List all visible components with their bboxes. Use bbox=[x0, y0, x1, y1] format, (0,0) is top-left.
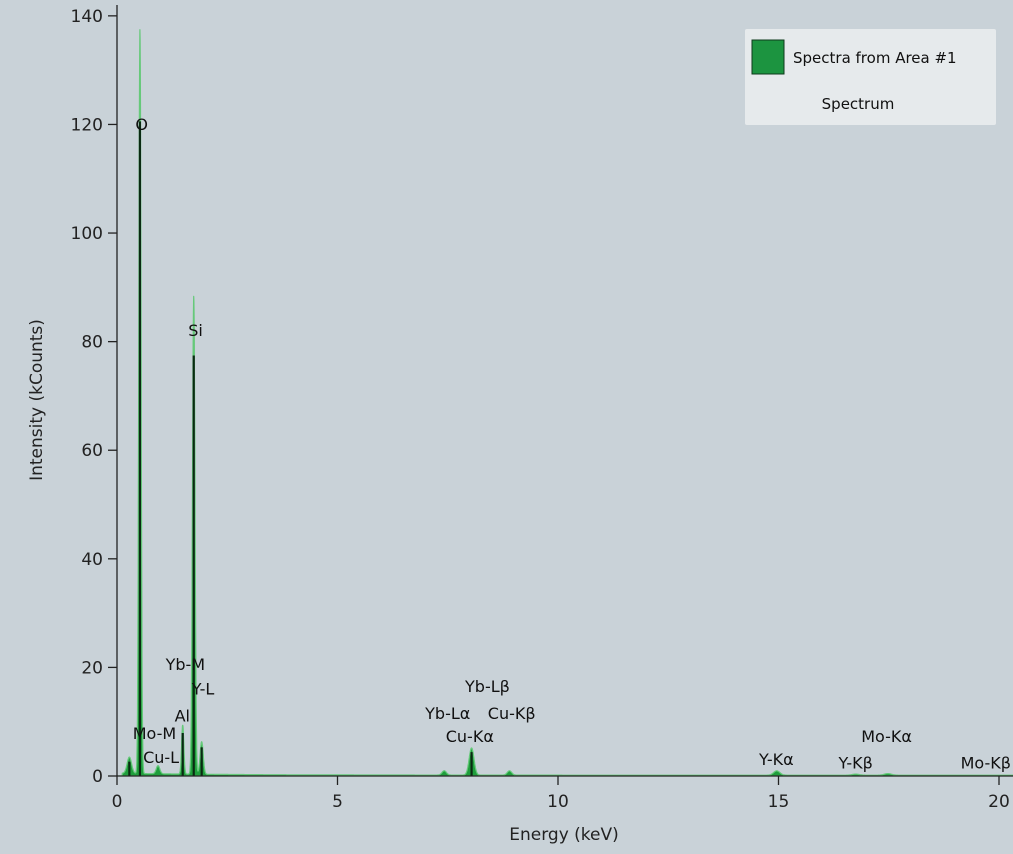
peak-label: Mo-Kα bbox=[861, 727, 912, 746]
legend-box bbox=[745, 29, 996, 125]
x-tick-label: 20 bbox=[988, 792, 1010, 812]
axes: 0 20 40 60 80 100 120 140 0 5 10 15 20 bbox=[71, 5, 1013, 812]
y-tick-label: 0 bbox=[92, 767, 103, 787]
peak-label: Y-Kβ bbox=[837, 753, 872, 772]
peak-label: Yb-M bbox=[165, 655, 206, 674]
peak-label: Al bbox=[175, 707, 190, 726]
peak-label: Cu-L bbox=[143, 748, 179, 767]
plot-area bbox=[117, 5, 1013, 776]
y-tick-label: 40 bbox=[81, 550, 103, 570]
y-tick-label: 60 bbox=[81, 441, 103, 461]
x-tick-label: 10 bbox=[547, 792, 569, 812]
peak-label: Mo-M bbox=[133, 724, 176, 743]
y-tick-label: 20 bbox=[81, 658, 103, 678]
legend-subtitle: Spectrum bbox=[822, 95, 895, 113]
legend-swatch bbox=[751, 39, 785, 75]
legend-entry-label: Spectra from Area #1 bbox=[793, 49, 957, 67]
x-axis-title: Energy (keV) bbox=[509, 825, 619, 845]
peak-label: Y-L bbox=[191, 680, 215, 699]
peak-label: Mo-Kβ bbox=[961, 753, 1011, 772]
peak-label: Cu-Kα bbox=[446, 727, 494, 746]
y-tick-label: 120 bbox=[71, 115, 103, 135]
peak-label: O bbox=[135, 115, 148, 134]
peak-label: Yb-Lα bbox=[424, 704, 470, 723]
spectrum-series-0 bbox=[117, 29, 1013, 776]
y-axis-title: Intensity (kCounts) bbox=[27, 319, 47, 481]
legend: Spectra from Area #1 Spectrum bbox=[745, 29, 996, 125]
y-tick-label: 80 bbox=[81, 333, 103, 353]
y-tick-label: 140 bbox=[71, 7, 103, 27]
peak-label: Y-Kα bbox=[758, 750, 794, 769]
x-tick-label: 0 bbox=[112, 792, 123, 812]
x-tick-label: 5 bbox=[332, 792, 343, 812]
series-layer bbox=[117, 29, 1013, 776]
peak-label: Yb-Lβ bbox=[464, 677, 510, 696]
x-tick-label: 15 bbox=[768, 792, 790, 812]
y-tick-label: 100 bbox=[71, 224, 103, 244]
peak-label: Cu-Kβ bbox=[488, 704, 536, 723]
peak-label: Si bbox=[188, 321, 203, 340]
